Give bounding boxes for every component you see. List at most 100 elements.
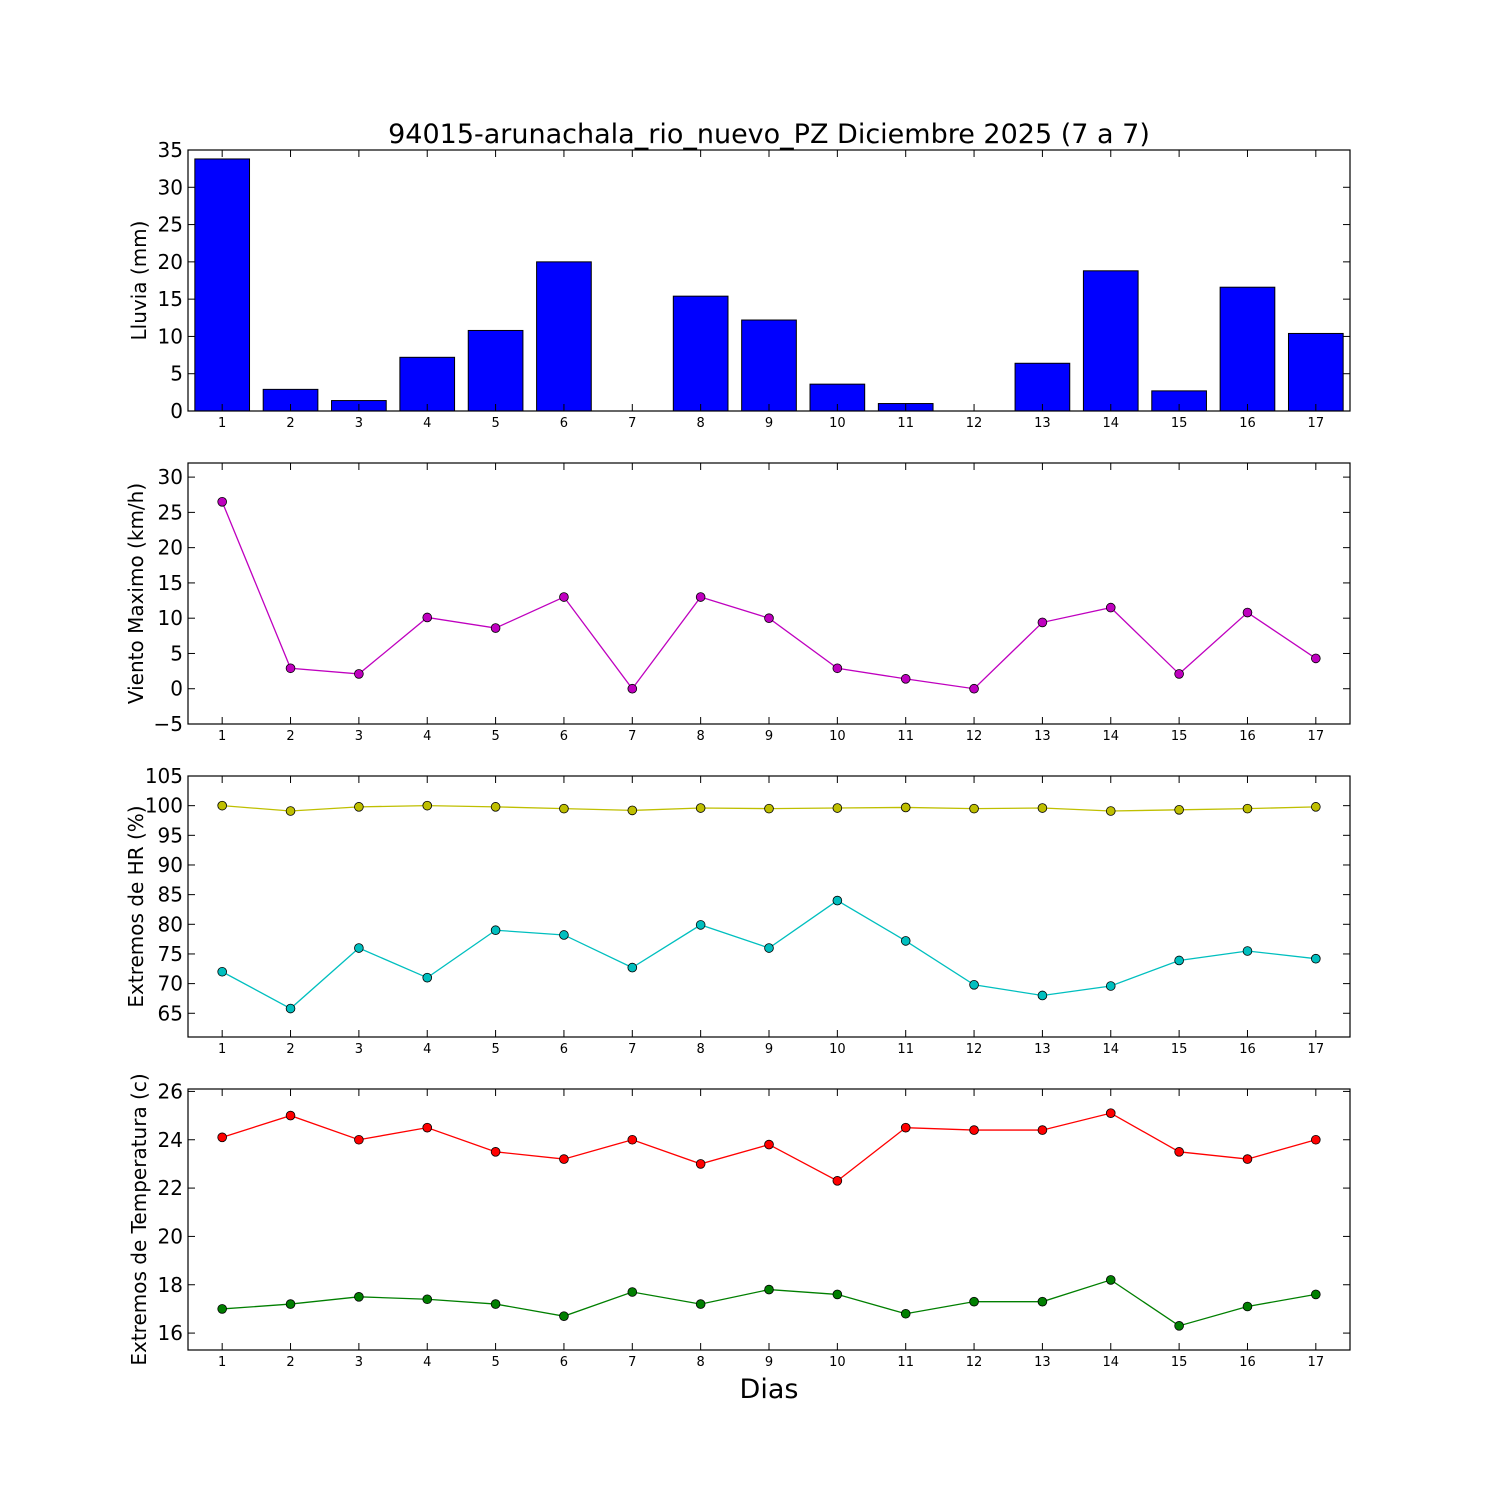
x-tick-label: 16 [1239,416,1256,431]
point-series-1-day-8 [695,803,706,813]
y-tick-label: 5 [170,641,183,665]
point-series-2-day-1 [217,1304,227,1314]
point-series-2-day-2 [285,1003,296,1014]
x-tick-label: 10 [829,729,846,744]
point-series-1-day-10 [832,663,843,674]
y-axis-label: Extremos de HR (%) [124,805,148,1007]
x-tick-label: 6 [560,1355,568,1370]
point-series-1-day-14 [1105,1108,1116,1118]
point-series-2-day-14 [1105,981,1116,991]
point-series-1-day-5 [490,1147,501,1157]
bar-day-8 [672,295,729,412]
point-series-2-day-17 [1311,1289,1321,1300]
x-tick-label: 7 [628,729,636,744]
y-tick-label: 100 [145,794,183,818]
point-series-1-day-5 [490,623,501,633]
x-tick-label: 6 [560,416,568,431]
y-tick-label: 25 [158,213,183,237]
bar-day-16 [1219,286,1276,412]
point-series-1-day-14 [1105,806,1116,816]
x-tick-label: 8 [697,1042,705,1057]
y-tick-label: 16 [158,1321,183,1345]
point-series-1-day-10 [832,803,843,813]
x-tick-label: 12 [966,416,983,431]
bar-day-14 [1082,270,1139,412]
x-tick-label: 11 [897,729,914,744]
point-series-1-day-2 [285,663,296,674]
x-tick-label: 1 [218,416,226,431]
y-tick-label: 0 [170,677,183,701]
point-series-1-day-8 [695,1159,706,1169]
x-tick-label: 8 [697,729,705,744]
point-series-1-day-10 [832,1176,843,1186]
y-tick-label: 15 [158,287,183,311]
y-tick-label: −5 [154,712,183,736]
point-series-2-day-16 [1242,1301,1253,1312]
x-tick-label: 12 [966,1355,983,1370]
x-tick-label: 11 [897,1042,914,1057]
x-tick-label: 15 [1171,1355,1188,1370]
y-tick-label: 18 [158,1273,183,1297]
point-series-1-day-3 [354,1134,364,1145]
x-tick-label: 1 [218,1355,226,1370]
bar-day-6 [536,261,592,412]
x-tick-label: 3 [355,729,363,744]
point-series-2-day-12 [969,1296,979,1307]
point-series-2-day-5 [490,925,501,936]
x-tick-label: 5 [491,416,499,431]
point-series-1-day-4 [422,1122,433,1133]
x-tick-label: 2 [286,416,294,431]
x-tick-label: 1 [218,1042,226,1057]
x-tick-label: 11 [897,416,914,431]
x-tick-label: 16 [1239,1042,1256,1057]
point-series-2-day-10 [832,895,843,906]
point-series-1-day-16 [1242,803,1253,814]
point-series-2-day-13 [1037,990,1048,1001]
point-series-1-day-16 [1242,1154,1253,1164]
x-tick-label: 16 [1239,1355,1256,1370]
y-tick-label: 85 [158,883,183,907]
x-tick-label: 9 [765,1355,773,1370]
point-series-1-day-3 [354,802,364,812]
y-axis-label: Viento Maximo (km/h) [124,483,148,704]
x-tick-label: 7 [628,1042,636,1057]
x-tick-label: 4 [423,729,431,744]
series-line-2 [221,899,1316,1010]
y-tick-label: 30 [158,175,183,199]
point-series-2-day-4 [422,972,433,983]
x-tick-label: 8 [697,1355,705,1370]
point-series-2-day-5 [490,1299,501,1309]
x-tick-label: 4 [423,1042,431,1057]
x-tick-label: 9 [765,416,773,431]
x-tick-label: 15 [1171,1042,1188,1057]
x-tick-label: 7 [628,416,636,431]
point-series-2-day-8 [695,920,706,930]
x-tick-label: 13 [1034,1355,1051,1370]
point-series-1-day-12 [969,683,979,694]
x-tick-label: 5 [491,729,499,744]
point-series-2-day-12 [969,979,979,990]
series-line-1 [221,501,1317,690]
plot-frame [187,775,1351,1038]
y-tick-label: 5 [170,362,183,386]
point-series-1-day-4 [422,612,433,623]
x-axis-label: Dias [740,1374,799,1405]
point-series-1-day-7 [627,683,638,694]
point-series-1-day-6 [559,1154,569,1164]
point-series-1-day-15 [1174,669,1184,679]
point-series-2-day-15 [1174,1321,1184,1331]
point-series-1-day-8 [695,592,706,602]
point-series-2-day-11 [900,1308,911,1319]
x-tick-label: 2 [286,729,294,744]
point-series-1-day-14 [1105,602,1116,613]
x-tick-label: 12 [966,729,983,744]
bar-day-1 [194,158,251,412]
x-tick-label: 14 [1102,1355,1119,1370]
bar-day-5 [467,329,524,412]
point-series-2-day-17 [1311,953,1321,964]
x-tick-label: 5 [491,1042,499,1057]
point-series-2-day-15 [1174,955,1184,966]
point-series-1-day-15 [1174,1147,1184,1157]
